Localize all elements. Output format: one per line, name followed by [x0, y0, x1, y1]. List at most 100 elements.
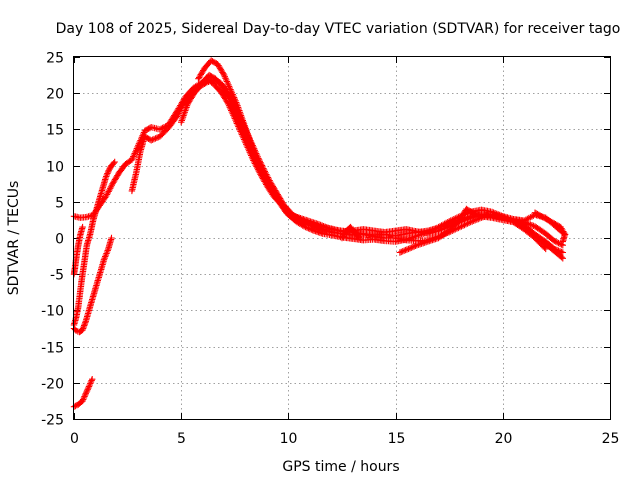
data-point [88, 377, 95, 384]
data-point [468, 208, 475, 216]
data-point [541, 244, 548, 251]
data-point [406, 245, 414, 252]
data-point [85, 383, 93, 390]
data-point [153, 134, 161, 141]
y-tick-label: 20 [46, 87, 64, 103]
data-point [87, 380, 94, 387]
data-point [309, 227, 316, 234]
x-tick-label: 0 [70, 431, 79, 447]
data-point [555, 247, 562, 254]
data-point [102, 253, 109, 260]
data-point [296, 215, 303, 223]
data-point [175, 110, 182, 117]
data-point [83, 389, 90, 396]
data-point [559, 255, 566, 262]
data-point [464, 215, 471, 223]
data-point [103, 173, 110, 180]
data-point [412, 242, 419, 249]
x-tick-labels: 0 5 10 15 20 25 [70, 431, 619, 447]
data-point [258, 161, 265, 168]
data-point [148, 137, 155, 144]
data-point [104, 170, 111, 177]
data-point [152, 135, 159, 142]
series-main-trace-5 [396, 205, 566, 256]
data-point [401, 247, 408, 254]
data-point [469, 209, 476, 216]
data-point [409, 243, 416, 251]
data-point [150, 135, 158, 143]
series-spike-13 [338, 223, 363, 242]
data-point [527, 221, 534, 228]
y-tick-label: 0 [55, 232, 64, 248]
data-point [513, 220, 520, 227]
data-point [108, 234, 115, 242]
data-point [302, 218, 309, 225]
data-point [402, 246, 409, 254]
data-point [228, 95, 236, 103]
data-point [86, 381, 93, 389]
data-point [87, 378, 95, 386]
data-point [303, 219, 311, 226]
data-point [256, 158, 263, 165]
x-tick-label: 25 [602, 431, 620, 447]
y-tick-label: -5 [50, 268, 64, 284]
data-point [306, 225, 313, 233]
data-point [103, 250, 110, 257]
data-point [450, 216, 457, 223]
data-point [100, 256, 108, 263]
data-point [511, 219, 519, 226]
data-point [303, 224, 311, 231]
data-point [399, 248, 406, 255]
data-point [405, 245, 412, 253]
data-point [80, 396, 87, 403]
data-point [111, 158, 118, 166]
data-point [79, 223, 86, 231]
y-tick-label: 10 [46, 160, 64, 176]
data-point [159, 124, 166, 132]
data-point [220, 70, 227, 77]
data-point [555, 239, 562, 247]
data-point [259, 163, 266, 171]
y-axis-title: SDTVAR / TECUs [6, 181, 22, 296]
data-point [518, 222, 525, 229]
data-point [79, 397, 86, 405]
data-point [149, 136, 156, 143]
data-point [308, 226, 315, 233]
data-point [298, 216, 305, 224]
plot-frame [73, 56, 611, 420]
data-point [110, 160, 117, 167]
data-point [436, 226, 444, 234]
data-point [528, 222, 536, 229]
data-point [104, 247, 111, 254]
y-tick-label: -20 [41, 377, 64, 393]
data-point [553, 246, 561, 254]
data-point [558, 248, 565, 256]
data-point [471, 210, 478, 217]
data-point [302, 223, 309, 231]
data-point [476, 212, 484, 219]
data-point [396, 249, 404, 256]
x-axis-title: GPS time / hours [282, 459, 399, 475]
y-tick-label: 15 [46, 123, 64, 139]
data-point [84, 386, 91, 393]
data-point [411, 243, 418, 250]
data-point [473, 211, 481, 218]
data-point [80, 394, 88, 402]
x-tick-label: 20 [495, 431, 513, 447]
data-point [552, 238, 559, 245]
data-point [355, 233, 362, 240]
data-point [441, 225, 448, 232]
data-point [158, 125, 165, 132]
data-point [83, 387, 91, 394]
data-point [103, 171, 110, 179]
data-point [553, 239, 561, 246]
data-point [408, 244, 415, 251]
data-point [435, 227, 442, 234]
data-point [305, 219, 312, 227]
axis-ticks [74, 57, 611, 420]
data-point [176, 108, 183, 116]
data-point [156, 126, 163, 133]
data-point [81, 391, 89, 399]
data-point [475, 211, 482, 219]
data-point [558, 241, 565, 248]
